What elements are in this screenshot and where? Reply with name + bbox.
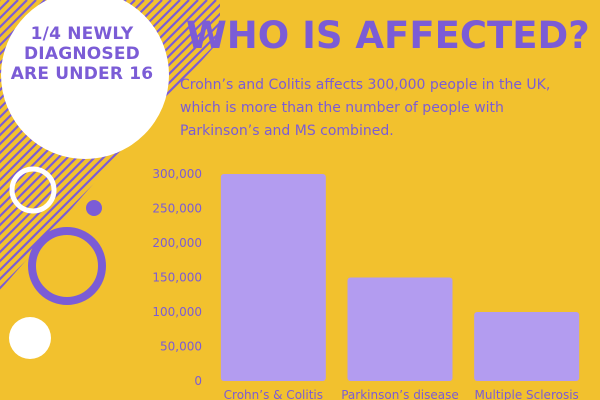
- purple-ring: [28, 227, 106, 305]
- callout-line: ARE UNDER 16: [10, 64, 154, 84]
- y-tick-label: 100,000: [152, 305, 202, 319]
- x-tick-label: Multiple Sclerosis: [475, 388, 579, 400]
- y-tick-label: 150,000: [152, 271, 202, 285]
- callout-line: 1/4 NEWLY: [30, 24, 134, 44]
- y-tick-label: 50,000: [160, 340, 202, 354]
- callout-line: DIAGNOSED: [24, 44, 140, 64]
- bar: [220, 174, 326, 381]
- description: Crohn’s and Colitis affects 300,000 peop…: [180, 74, 590, 143]
- white-ring: [9, 166, 57, 214]
- page-title: WHO IS AFFECTED?: [186, 14, 590, 57]
- y-tick-label: 0: [194, 374, 202, 388]
- x-tick-label: Crohn’s & Colitis: [224, 388, 323, 400]
- description-line: which is more than the number of people …: [180, 100, 504, 116]
- white-dot: [9, 317, 51, 359]
- bar: [347, 277, 453, 381]
- x-tick-label: Parkinson’s disease: [341, 388, 459, 400]
- bar: [474, 312, 580, 381]
- callout-text: 1/4 NEWLY DIAGNOSED ARE UNDER 16: [0, 24, 164, 84]
- small-purple-dot: [86, 200, 102, 216]
- y-tick-label: 250,000: [152, 202, 202, 216]
- y-tick-label: 200,000: [152, 236, 202, 250]
- description-line: Crohn’s and Colitis affects 300,000 peop…: [180, 77, 551, 93]
- description-line: Parkinson’s and MS combined.: [180, 123, 394, 139]
- callout-circle: [1, 0, 169, 159]
- y-tick-label: 300,000: [152, 167, 202, 181]
